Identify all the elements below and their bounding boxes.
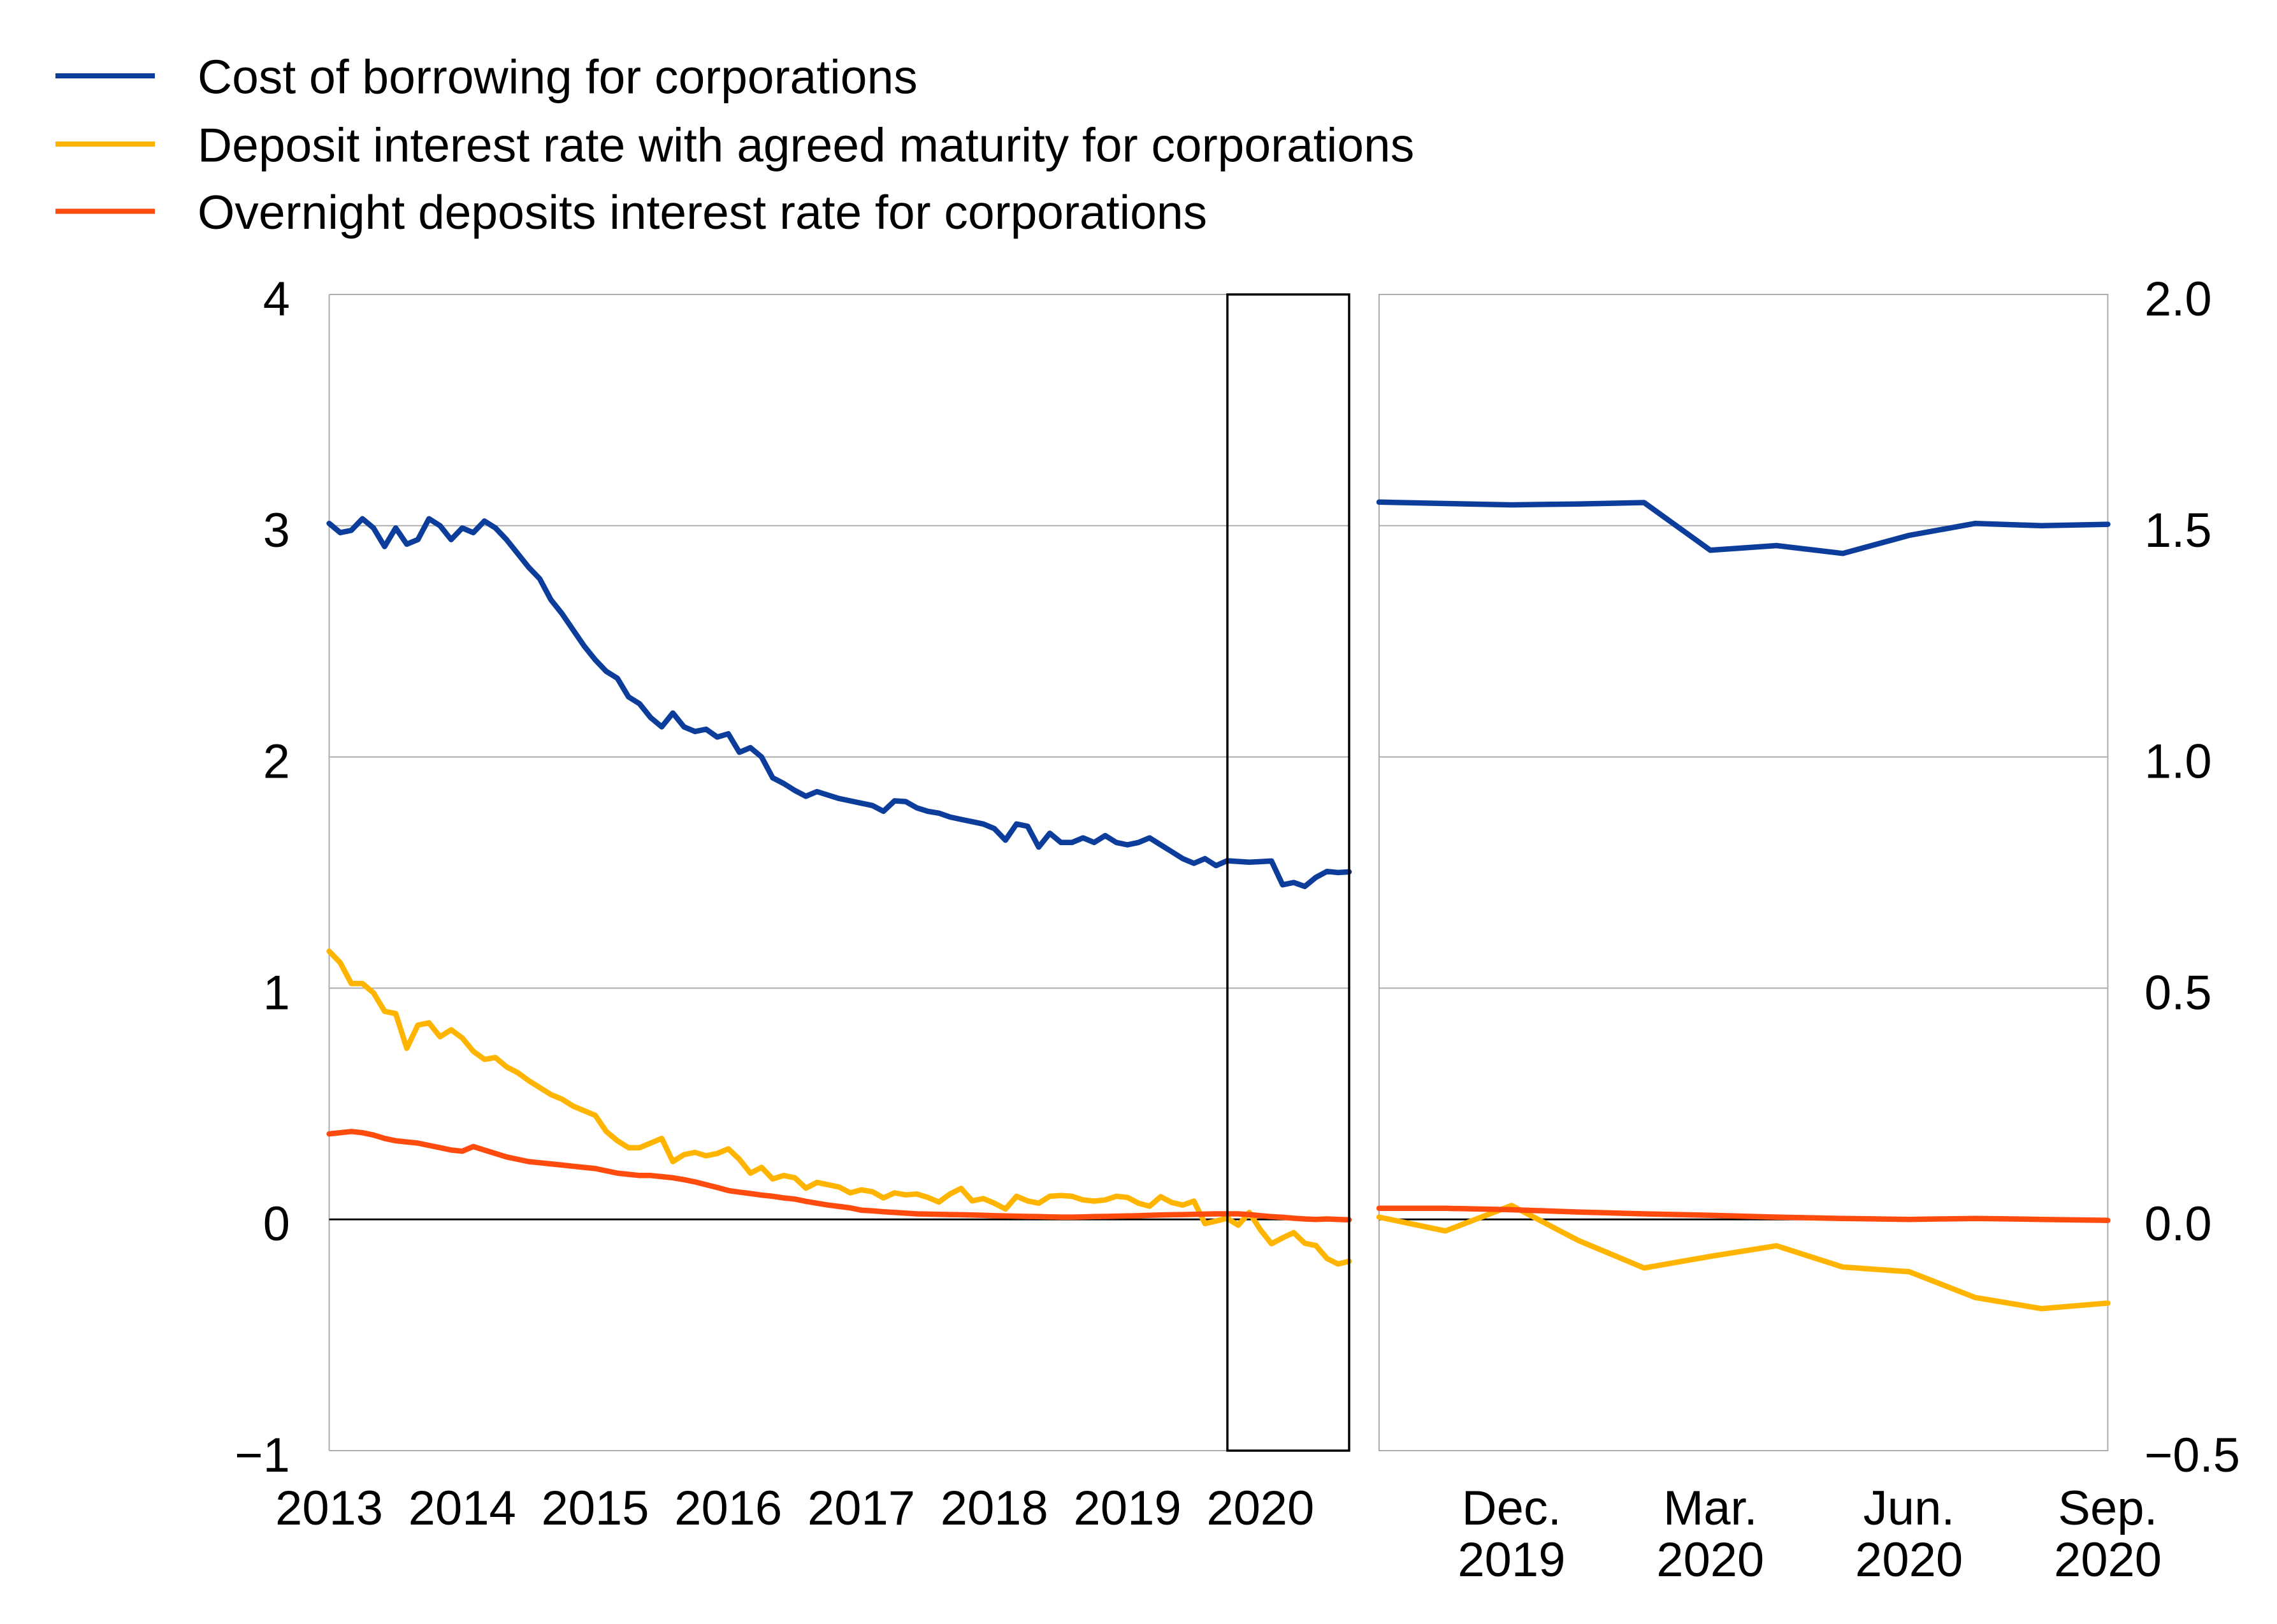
svg-text:2.0: 2.0: [2144, 272, 2212, 326]
svg-text:2016: 2016: [674, 1481, 782, 1535]
svg-text:1.0: 1.0: [2144, 735, 2212, 789]
svg-text:0.5: 0.5: [2144, 966, 2212, 1020]
svg-text:0.0: 0.0: [2144, 1197, 2212, 1251]
svg-text:1.5: 1.5: [2144, 504, 2212, 558]
svg-text:Cost of borrowing for corporat: Cost of borrowing for corporations: [198, 50, 918, 104]
svg-text:1: 1: [263, 966, 290, 1020]
svg-text:−1: −1: [235, 1428, 290, 1483]
svg-text:Sep.: Sep.: [2058, 1481, 2157, 1535]
svg-text:2015: 2015: [541, 1481, 649, 1535]
svg-text:2020: 2020: [2054, 1533, 2162, 1587]
svg-text:Deposit interest rate with agr: Deposit interest rate with agreed maturi…: [198, 119, 1414, 172]
svg-text:Dec.: Dec.: [1462, 1481, 1561, 1535]
svg-text:4: 4: [263, 272, 290, 326]
svg-text:−0.5: −0.5: [2144, 1428, 2240, 1483]
svg-text:2014: 2014: [408, 1481, 516, 1535]
svg-text:2020: 2020: [1206, 1481, 1314, 1535]
svg-text:Jun.: Jun.: [1863, 1481, 1955, 1535]
svg-text:2013: 2013: [275, 1481, 383, 1535]
svg-text:0: 0: [263, 1197, 290, 1251]
svg-text:2020: 2020: [1656, 1533, 1764, 1587]
svg-text:Mar.: Mar.: [1663, 1481, 1758, 1535]
svg-text:2020: 2020: [1855, 1533, 1963, 1587]
svg-text:2019: 2019: [1074, 1481, 1182, 1535]
svg-text:2018: 2018: [941, 1481, 1048, 1535]
svg-text:Overnight deposits interest ra: Overnight deposits interest rate for cor…: [198, 185, 1207, 239]
svg-text:2: 2: [263, 735, 290, 789]
svg-text:2017: 2017: [807, 1481, 915, 1535]
svg-text:2019: 2019: [1457, 1533, 1565, 1587]
svg-text:3: 3: [263, 504, 290, 558]
